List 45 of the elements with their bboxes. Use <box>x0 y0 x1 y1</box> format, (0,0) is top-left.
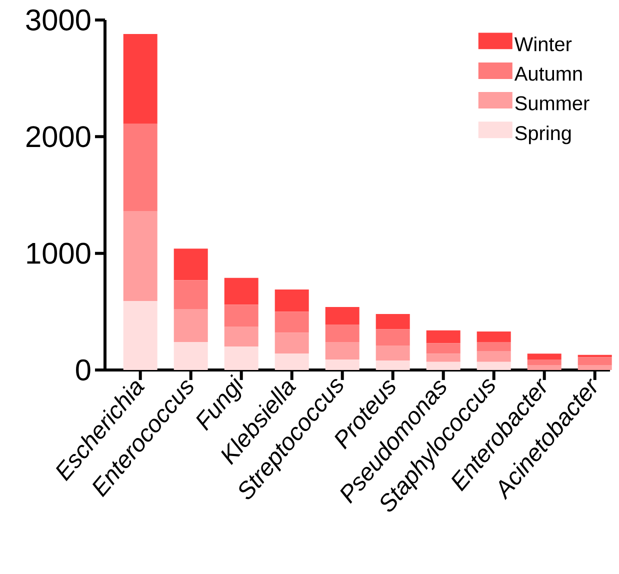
y-tick-label: 0 <box>76 359 90 381</box>
bar <box>476 342 511 352</box>
bar <box>174 280 208 310</box>
bar <box>325 360 360 370</box>
bar <box>274 312 309 333</box>
y-tick-label: 1000 <box>27 242 90 264</box>
legend-label: Autumn <box>514 66 582 81</box>
bar <box>527 354 562 360</box>
bar <box>123 301 158 370</box>
bar <box>578 357 612 366</box>
bar <box>426 343 460 354</box>
bar <box>527 360 562 366</box>
bar <box>578 365 612 370</box>
bar <box>476 362 511 370</box>
bar <box>123 124 158 212</box>
bar <box>224 304 258 327</box>
bar <box>174 342 208 370</box>
bar <box>325 324 360 342</box>
bar <box>426 330 460 344</box>
bar <box>325 307 360 324</box>
bar <box>174 309 208 342</box>
bar <box>224 326 258 347</box>
bar <box>376 314 410 330</box>
bar <box>426 354 460 362</box>
bar <box>224 346 258 370</box>
bar <box>274 354 309 370</box>
bar <box>426 362 460 370</box>
bar <box>476 351 511 362</box>
y-tick-label: 2000 <box>26 126 90 148</box>
bar <box>376 360 410 370</box>
y-tick-label: 3000 <box>26 9 90 31</box>
bar <box>174 248 208 280</box>
bar <box>476 332 511 342</box>
legend-label: Summer <box>515 96 590 110</box>
bar <box>274 290 309 312</box>
bar <box>376 329 410 346</box>
bar <box>325 342 360 360</box>
bar <box>123 34 158 124</box>
bar <box>527 365 562 370</box>
bar <box>123 211 158 302</box>
bar <box>224 278 258 305</box>
bar <box>376 346 410 361</box>
legend-label: Winter <box>514 36 572 52</box>
bar <box>274 332 309 354</box>
legend-label: Spring <box>515 126 571 144</box>
